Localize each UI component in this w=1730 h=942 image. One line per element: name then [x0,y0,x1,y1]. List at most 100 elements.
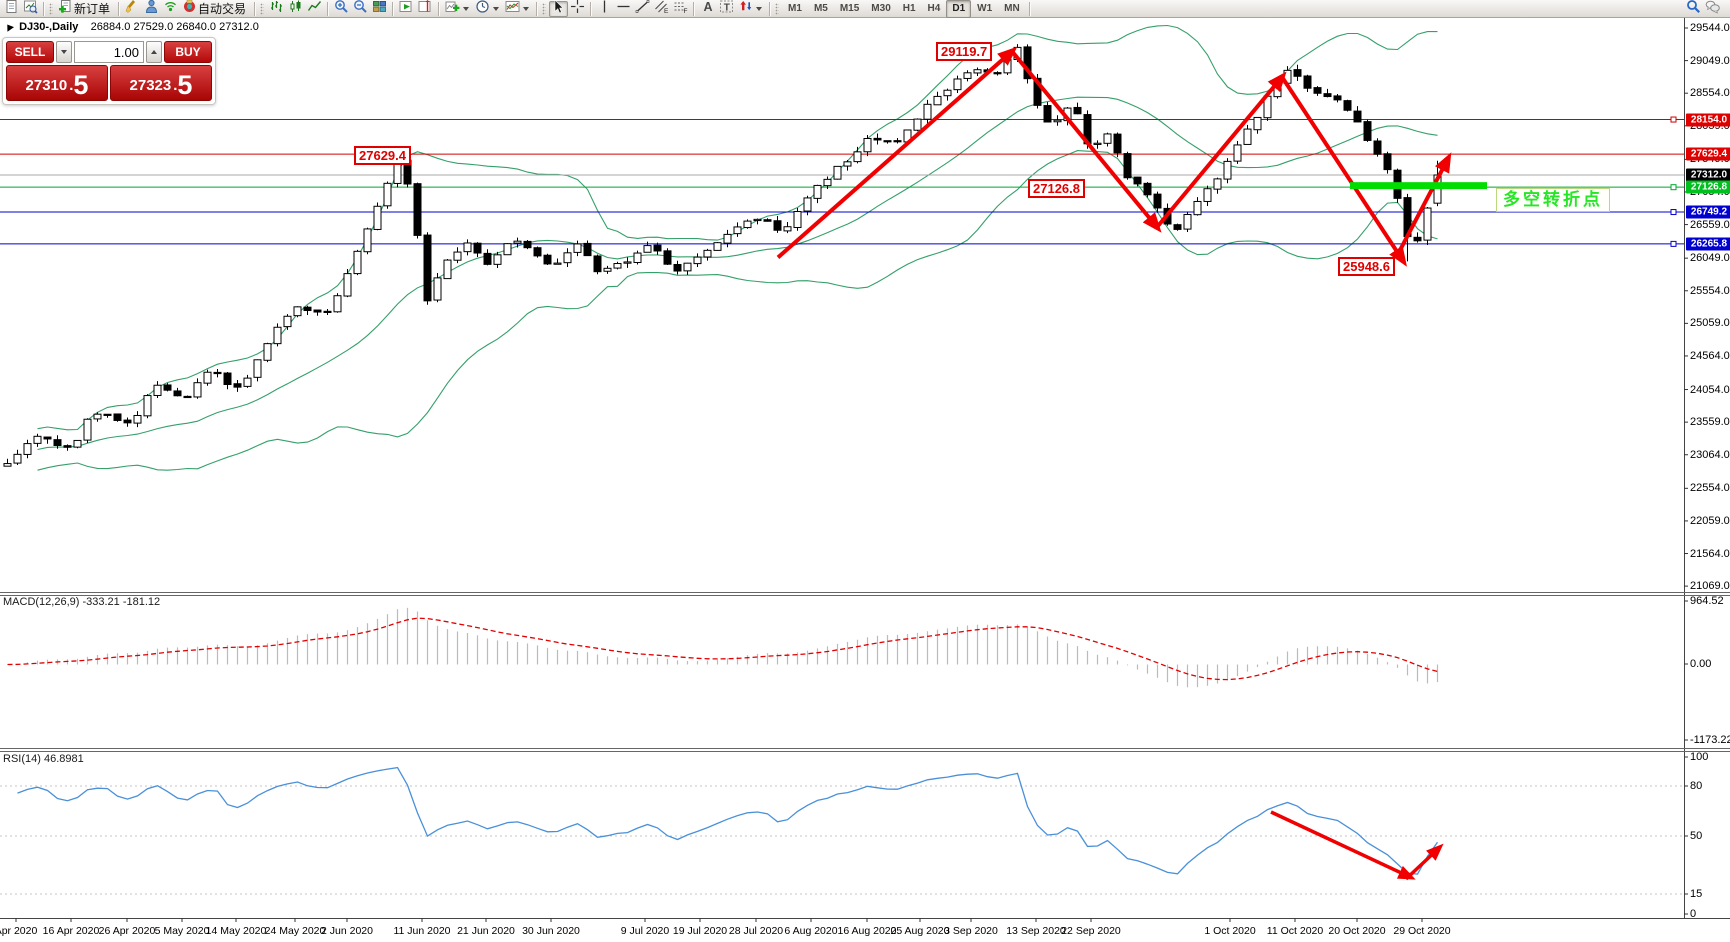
volume-input[interactable] [74,41,144,63]
tile-windows-icon [372,0,387,19]
arrow-objects-icon [738,0,753,19]
volume-increase-button[interactable] [146,41,162,63]
indicators-button[interactable] [443,1,473,17]
timeframe-w1-button[interactable]: W1 [977,2,993,14]
cursor-button[interactable] [549,0,569,19]
community-button[interactable] [142,0,161,17]
trend-arrow [1398,152,1452,252]
candle-chart-icon [288,0,303,19]
new-chart-icon [4,0,19,19]
chart-window-button[interactable] [21,0,40,19]
styler-icon [125,0,140,19]
chart-window-icon [23,0,38,19]
line-chart-button[interactable] [305,0,324,19]
timeframe-m30-button[interactable]: M30 [871,2,891,14]
auto-scroll-button[interactable] [397,0,416,19]
zoom-in-button[interactable] [332,0,351,17]
equidistant-channel-icon: E [654,0,669,19]
zoom-out-button[interactable] [351,0,370,17]
crosshair-button[interactable] [568,0,587,19]
horizontal-line-icon [616,0,631,19]
line-chart-icon [307,0,322,19]
timeframe-m15-button[interactable]: M15 [839,2,860,14]
timeframe-mn-button[interactable]: MN [1004,2,1020,14]
arrow-objects-button[interactable] [736,0,766,19]
trend-arrow [776,46,1018,259]
chart-shift-icon [418,0,433,19]
auto-scroll-icon [399,0,414,19]
chat-button[interactable] [1703,0,1722,19]
toolbar-drag-handle [775,2,780,15]
line-anchor-handle [1670,209,1677,216]
new-order-label: 新订单 [74,2,111,16]
auto-trading-icon [182,0,197,19]
chevron-down-icon [463,6,470,11]
chat-icon [1705,0,1720,19]
chart-shift-button[interactable] [416,0,435,19]
toolbar-separator [118,1,121,16]
vertical-line-icon [597,0,612,19]
timeframe-m1-button[interactable]: M1 [788,2,802,14]
chevron-down-icon [523,6,530,11]
new-order-button[interactable]: 新订单 [56,0,115,19]
rsi-trend-arrow [1404,843,1444,881]
signals-icon [163,0,178,19]
timeframe-d1-button[interactable]: D1 [946,0,972,18]
toolbar-drag-handle [542,2,547,15]
timeframe-h4-button[interactable]: H4 [927,2,941,14]
styler-button[interactable] [123,0,142,19]
trendline-button[interactable] [633,0,652,19]
toolbar-separator [392,1,395,16]
trend-arrow [1280,75,1407,267]
new-order-icon [58,0,73,19]
toolbar-separator [43,1,45,16]
templates-button[interactable] [503,0,533,19]
crosshair-icon [570,0,585,19]
svg-text:A: A [704,0,713,14]
signals-button[interactable] [161,1,180,17]
buy-price-frac: 5 [177,70,193,100]
buy-price-button[interactable]: 27323 . 5 [110,65,212,101]
vertical-line-button[interactable] [595,0,614,19]
indicators-icon [445,0,460,19]
line-anchor-handle [1670,184,1677,191]
sell-price-int: 27310 [25,77,68,94]
sell-price-button[interactable]: 27310 . 5 [6,65,108,101]
timeframe-h1-button[interactable]: H1 [902,2,916,14]
periods-icon [475,0,490,19]
support-highlight-line[interactable] [1350,182,1487,190]
toolbar-separator [254,1,257,16]
search-button[interactable] [1684,0,1703,19]
toolbar: 新订单 自动交易 E F A T M1 M5 M15 M30 H1 H4 D1 W1 MN [0,0,1730,18]
fibonacci-button[interactable]: F [671,1,690,17]
trend-arrow [1010,50,1162,233]
horizontal-line-button[interactable] [614,1,633,17]
search-icon [1686,0,1701,19]
auto-trading-button[interactable]: 自动交易 [180,0,251,19]
trendline-icon [635,0,650,19]
chevron-down-icon [493,6,500,11]
buy-price-int: 27323 [129,77,172,94]
buy-button[interactable]: BUY [164,41,212,63]
bar-chart-button[interactable] [267,0,286,19]
bar-chart-icon [269,0,284,19]
sell-button[interactable]: SELL [6,41,54,63]
text-button[interactable]: A [698,0,717,17]
volume-decrease-button[interactable] [56,41,72,63]
fibonacci-icon: F [673,0,688,19]
toolbar-separator [693,1,696,16]
cursor-icon [551,0,566,19]
new-chart-button[interactable] [2,0,21,19]
text-label-button[interactable]: T [717,0,736,17]
toolbar-drag-handle [260,2,265,15]
timeframe-m5-button[interactable]: M5 [813,2,828,14]
tile-windows-button[interactable] [370,0,389,19]
candle-chart-button[interactable] [286,0,305,19]
toolbar-separator [590,1,593,16]
periods-button[interactable] [473,0,503,19]
equidistant-channel-button[interactable]: E [652,0,671,19]
templates-icon [505,0,520,19]
svg-text:E: E [664,8,669,14]
